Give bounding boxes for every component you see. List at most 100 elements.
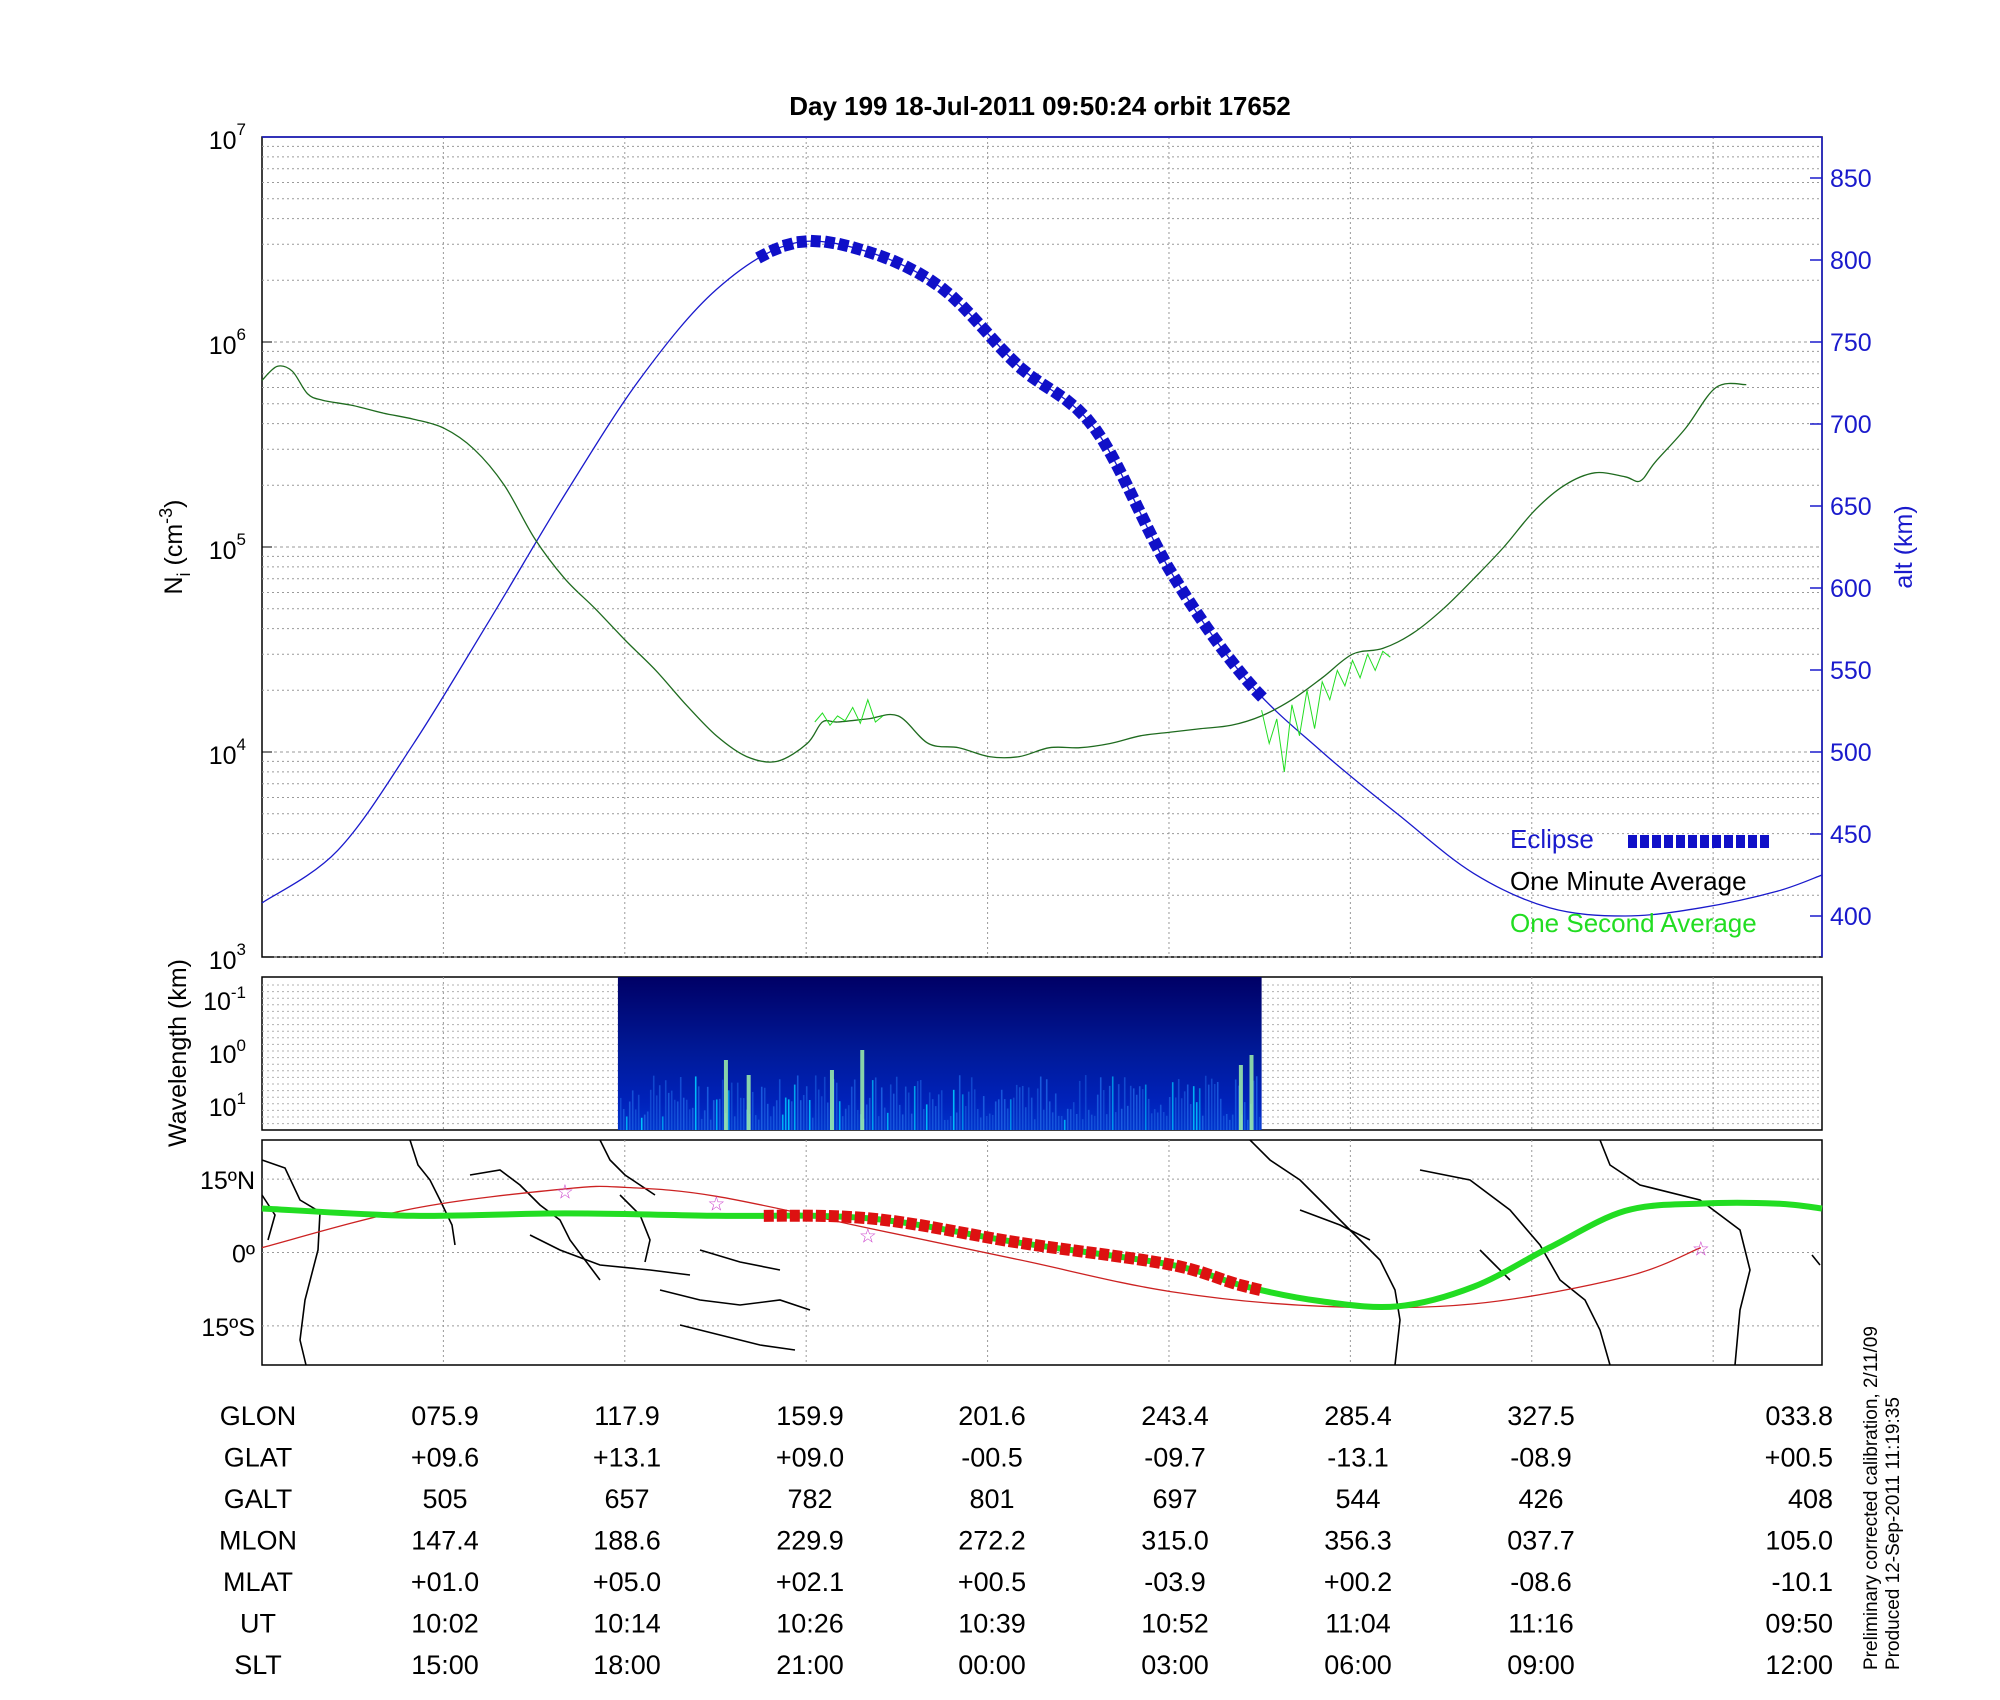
spectrogram-streak bbox=[1255, 1076, 1258, 1130]
spectrogram-streak bbox=[1243, 1102, 1246, 1130]
right-y-tick-label: 800 bbox=[1830, 247, 1872, 275]
eclipse-track-mark bbox=[1236, 1278, 1250, 1293]
eclipse-track-mark bbox=[956, 1225, 969, 1240]
eclipse-mark bbox=[1148, 537, 1164, 552]
spectrogram-streak bbox=[946, 1119, 949, 1130]
spectrogram-streak bbox=[727, 1090, 730, 1130]
spectrogram-streak bbox=[988, 1113, 991, 1130]
spectrogram-streak bbox=[1012, 1097, 1015, 1130]
spectrogram-streak bbox=[778, 1079, 781, 1130]
y-tick-label: 107 bbox=[209, 120, 246, 155]
coastline bbox=[619, 1194, 651, 1263]
table-cell: 075.9 bbox=[411, 1401, 479, 1431]
eclipse-mark bbox=[863, 245, 878, 260]
spectrogram-streak bbox=[784, 1097, 787, 1130]
table-cell: 06:00 bbox=[1324, 1650, 1392, 1680]
spectrogram-streak bbox=[1138, 1086, 1141, 1130]
eclipse-track-mark bbox=[994, 1232, 1007, 1247]
table-cell: -08.9 bbox=[1510, 1443, 1572, 1473]
spectrogram-streak bbox=[1228, 1119, 1231, 1130]
spectrogram-streak bbox=[1180, 1098, 1183, 1130]
eclipse-mark bbox=[1207, 631, 1223, 647]
eclipse-track-mark bbox=[1199, 1266, 1213, 1281]
spectrogram-y-tick-label: 101 bbox=[209, 1089, 246, 1122]
orbit-info-table: GLON 075.9 117.9 159.9 201.6 243.4 285.4 327.5 0… bbox=[219, 1401, 1833, 1680]
spectrogram-streak bbox=[1042, 1109, 1045, 1130]
spectrogram-streak bbox=[1156, 1112, 1159, 1130]
spectrogram-streak bbox=[628, 1101, 631, 1130]
eclipse-track-mark bbox=[1249, 1281, 1262, 1296]
table-cell: 657 bbox=[604, 1484, 649, 1514]
table-row-label: GLON bbox=[220, 1401, 297, 1431]
eclipse-mark bbox=[937, 282, 953, 299]
eclipse-track-mark bbox=[1085, 1246, 1097, 1260]
table-cell: 10:26 bbox=[776, 1609, 844, 1639]
spectrogram-streak bbox=[1111, 1076, 1114, 1130]
spectrogram-streak bbox=[871, 1080, 874, 1130]
eclipse-mark bbox=[1072, 403, 1088, 420]
spectrogram-streak bbox=[1009, 1099, 1012, 1130]
spectrogram-streak bbox=[994, 1101, 997, 1130]
eclipse-mark bbox=[796, 235, 808, 249]
spectrogram-streak bbox=[1126, 1105, 1129, 1130]
spectrogram-streak bbox=[898, 1104, 901, 1130]
spectrogram-y-ticks: 10-1 100 101 bbox=[203, 983, 246, 1122]
spectrogram-streak bbox=[799, 1100, 802, 1130]
spectrogram-streak bbox=[1084, 1075, 1087, 1130]
spectrogram-streak bbox=[673, 1099, 676, 1130]
right-y-tick-label: 500 bbox=[1830, 739, 1872, 767]
spectrogram-streak bbox=[1195, 1102, 1198, 1130]
spectrogram-streak bbox=[811, 1117, 814, 1130]
map-y-tick-label: 15ºN bbox=[200, 1167, 255, 1195]
eclipse-mark bbox=[1038, 378, 1054, 395]
y-tick-label: 105 bbox=[209, 530, 246, 565]
right-y-ticks: 400 450 500 550 600 650 700 750 800 850 bbox=[1810, 165, 1872, 931]
eclipse-mark bbox=[1154, 549, 1171, 565]
eclipse-track-mark bbox=[1162, 1257, 1175, 1272]
spectrogram-streak bbox=[661, 1116, 664, 1130]
left-y-axis-label: Ni (cm-3) bbox=[156, 499, 194, 594]
spectrogram-streak bbox=[1087, 1109, 1090, 1130]
spectrogram-streak bbox=[1030, 1097, 1033, 1130]
spectrogram-streak bbox=[757, 1119, 760, 1130]
spectrogram-streak bbox=[904, 1086, 907, 1130]
spectrogram-streak bbox=[1096, 1094, 1099, 1130]
one-second-average-line bbox=[814, 698, 884, 727]
eclipse-track-mark bbox=[1174, 1259, 1188, 1274]
table-cell: +05.0 bbox=[593, 1567, 661, 1597]
spectrogram-streak bbox=[1093, 1115, 1096, 1130]
spectrogram-streak bbox=[958, 1075, 961, 1130]
eclipse-track-mark bbox=[1046, 1240, 1059, 1255]
eclipse-track-mark bbox=[815, 1209, 826, 1223]
spectrogram-streak bbox=[1105, 1114, 1108, 1130]
spectrogram-streak bbox=[991, 1114, 994, 1130]
spectrogram-streak bbox=[1246, 1119, 1249, 1130]
spectrogram-y-axis-label: Wavelength (km) bbox=[164, 959, 192, 1147]
spectrogram-streak bbox=[733, 1116, 736, 1130]
spectrogram-streak bbox=[658, 1085, 661, 1130]
spectrogram-streak bbox=[772, 1106, 775, 1130]
spectrogram-streak bbox=[925, 1104, 928, 1130]
table-cell: 117.9 bbox=[594, 1401, 660, 1431]
eclipse-track-mark bbox=[1123, 1251, 1136, 1265]
eclipse-track-mark bbox=[931, 1221, 943, 1235]
eclipse-mark bbox=[837, 237, 850, 253]
eclipse-track-mark bbox=[828, 1210, 840, 1223]
spectrogram-streak bbox=[1159, 1104, 1162, 1130]
spectrogram-streak bbox=[739, 1097, 742, 1130]
spectrogram-streak bbox=[1162, 1112, 1165, 1130]
eclipse-track-mark bbox=[1187, 1262, 1200, 1278]
table-cell: -00.5 bbox=[961, 1443, 1023, 1473]
spectrogram-streak bbox=[1108, 1085, 1111, 1130]
eclipse-mark bbox=[1061, 394, 1077, 411]
eclipse-mark bbox=[876, 249, 891, 265]
spectrogram-streak bbox=[1081, 1119, 1084, 1130]
eclipse-mark bbox=[1081, 414, 1098, 430]
spectrogram-streak bbox=[1060, 1115, 1063, 1130]
spectrogram-streak bbox=[712, 1100, 715, 1130]
spectrogram-streak bbox=[619, 1097, 622, 1130]
spectrogram-streak bbox=[652, 1075, 655, 1130]
eclipse-track-mark bbox=[1136, 1253, 1149, 1267]
y-tick-label: 103 bbox=[209, 940, 246, 975]
spectrogram-streak bbox=[1213, 1084, 1216, 1130]
